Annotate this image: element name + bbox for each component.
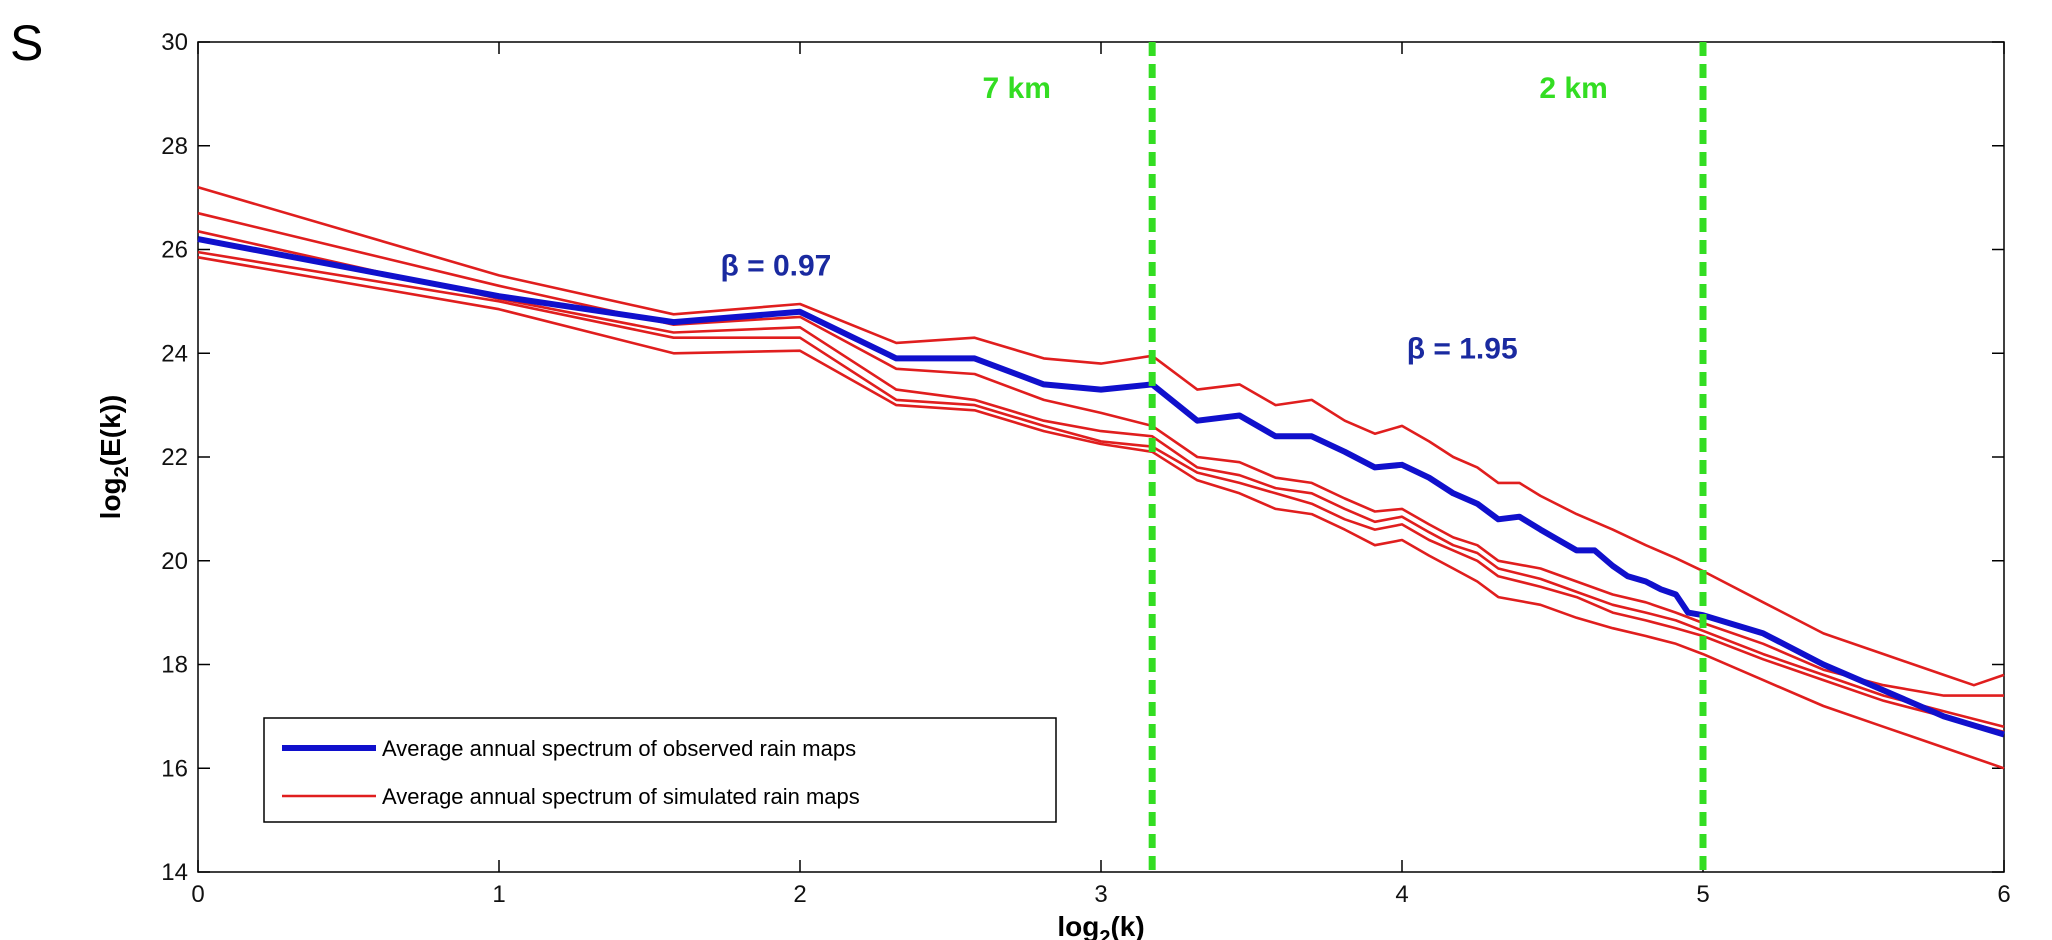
beta-annotation-1: β = 1.95 (1407, 332, 1518, 365)
x-tick-label: 6 (1997, 881, 2010, 908)
simulated-series-line-4 (197, 250, 2005, 734)
y-axis-label: log2(E(k)) (95, 395, 133, 520)
y-tick-label: 16 (161, 755, 188, 782)
observed-series-line (197, 236, 2005, 738)
simulated-series-line-3 (197, 230, 2005, 729)
y-tick-label: 30 (161, 29, 188, 56)
y-tick-label: 22 (161, 444, 188, 471)
x-tick-label: 5 (1696, 881, 1709, 908)
y-tick-label: 24 (161, 340, 188, 367)
legend-label-simulated: Average annual spectrum of simulated rai… (382, 784, 860, 809)
y-tick-label: 18 (161, 652, 188, 679)
simulated-series-line-5 (197, 256, 2005, 770)
y-tick-label: 28 (161, 133, 188, 160)
legend-box (263, 717, 1057, 823)
y-tick-label: 26 (161, 237, 188, 264)
legend: Average annual spectrum of observed rain… (263, 717, 1057, 823)
legend-label-observed: Average annual spectrum of observed rain… (382, 736, 856, 761)
data-series (197, 186, 2005, 770)
corner-panel-label: S (10, 15, 43, 71)
x-tick-label: 2 (793, 881, 806, 908)
annotations: β = 0.97 β = 1.95 (720, 249, 1517, 365)
scale-line-label-0: 7 km (983, 72, 1051, 105)
y-tick-label: 20 (161, 548, 188, 575)
scale-line-label-1: 2 km (1539, 72, 1607, 105)
x-tick-label: 1 (492, 881, 505, 908)
scale-lines: 7 km 2 km (983, 42, 1707, 872)
beta-annotation-0: β = 0.97 (720, 249, 831, 282)
x-tick-label: 0 (191, 881, 204, 908)
x-axis-label: log2(k) (1057, 911, 1144, 940)
simulated-series-line-1 (197, 186, 2005, 687)
y-tick-label: 14 (161, 859, 188, 886)
x-tick-label: 3 (1094, 881, 1107, 908)
x-tick-label: 4 (1395, 881, 1408, 908)
axis-ticks: 0 1 2 3 4 5 6 14 16 18 20 22 24 26 28 30 (161, 29, 2010, 908)
